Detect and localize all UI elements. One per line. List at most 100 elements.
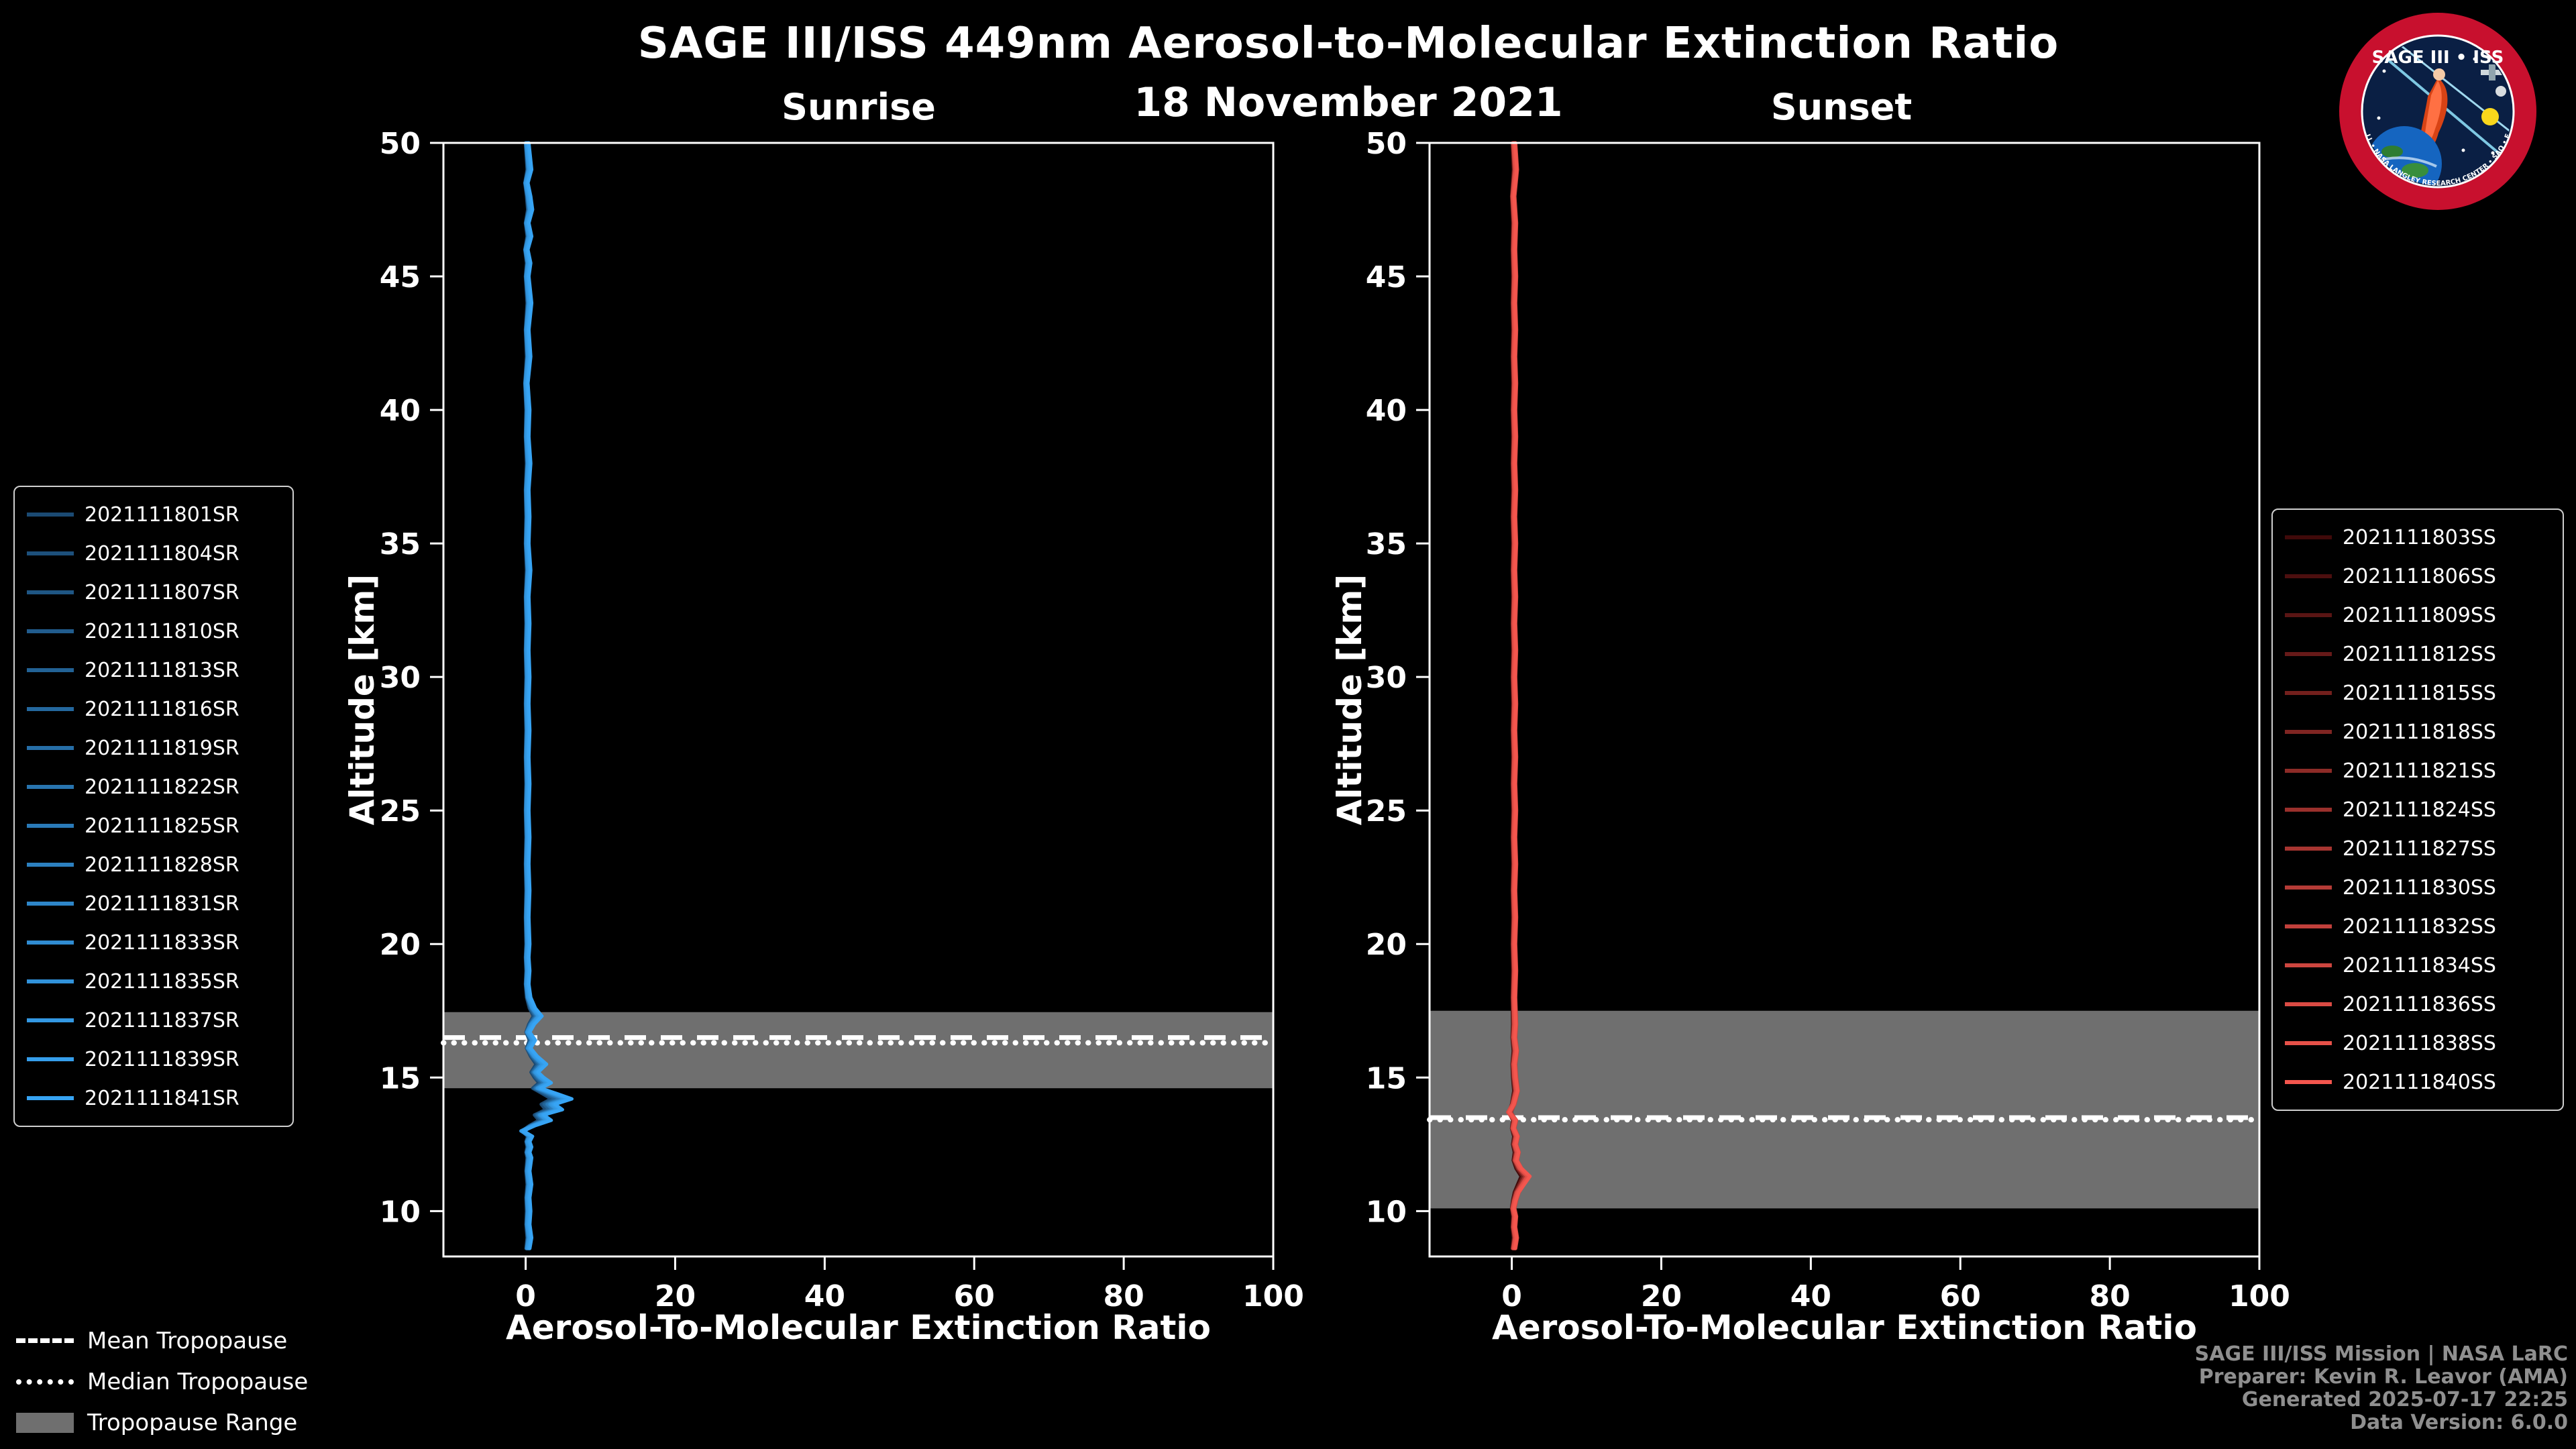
gray-band-icon	[16, 1412, 74, 1433]
series-label: 2021111807SR	[85, 580, 239, 604]
svg-text:50: 50	[1366, 127, 1407, 161]
tropopause-range-label: Tropopause Range	[87, 1409, 298, 1436]
svg-text:15: 15	[380, 1061, 421, 1095]
series-color-swatch	[2285, 847, 2332, 851]
subtitle-date: 18 November 2021	[1134, 79, 1563, 126]
legend-entry: 2021111801SR	[27, 495, 280, 534]
series-label: 2021111832SS	[2343, 914, 2496, 938]
series-color-swatch	[2285, 730, 2332, 734]
legend-entry: 2021111821SS	[2285, 751, 2551, 790]
series-label: 2021111825SR	[85, 814, 239, 838]
tropopause-legend: Mean Tropopause Median Tropopause Tropop…	[16, 1320, 308, 1443]
legend-entry: 2021111807SR	[27, 573, 280, 612]
legend-entry: 2021111836SS	[2285, 985, 2551, 1024]
credit-generated: Generated 2025-07-17 22:25	[2241, 1388, 2568, 1411]
svg-text:30: 30	[380, 661, 421, 695]
tropopause-range-legend-item: Tropopause Range	[16, 1402, 308, 1443]
svg-text:60: 60	[1940, 1279, 1981, 1313]
series-color-swatch	[27, 1096, 74, 1100]
sunset-panel-title: Sunset	[1770, 86, 1913, 128]
series-label: 2021111839SR	[85, 1047, 239, 1071]
iss-icon	[2481, 64, 2504, 80]
legend-entry: 2021111830SS	[2285, 868, 2551, 907]
svg-text:40: 40	[804, 1279, 845, 1313]
series-color-swatch	[27, 668, 74, 672]
series-color-swatch	[27, 746, 74, 750]
credit-mission: SAGE III/ISS Mission | NASA LaRC	[2194, 1342, 2568, 1366]
series-color-swatch	[2285, 613, 2332, 617]
svg-text:100: 100	[2229, 1279, 2290, 1313]
svg-text:25: 25	[1366, 794, 1407, 828]
legend-entry: 2021111831SR	[27, 884, 280, 923]
series-label: 2021111816SR	[85, 697, 239, 721]
svg-text:35: 35	[380, 527, 421, 561]
legend-entry: 2021111824SS	[2285, 790, 2551, 829]
series-label: 2021111827SS	[2343, 837, 2496, 861]
legend-entry: 2021111812SS	[2285, 635, 2551, 674]
svg-text:20: 20	[380, 928, 421, 962]
series-color-swatch	[27, 863, 74, 867]
legend-entry: 2021111827SS	[2285, 829, 2551, 868]
median-tropopause-label: Median Tropopause	[87, 1368, 309, 1395]
series-label: 2021111828SR	[85, 853, 239, 877]
svg-text:35: 35	[1366, 527, 1407, 561]
svg-text:40: 40	[1366, 394, 1407, 428]
legend-entry: 2021111838SS	[2285, 1024, 2551, 1063]
legend-entry: 2021111839SR	[27, 1040, 280, 1079]
sunrise-legend-box: 2021111801SR 2021111804SR 2021111807SR 2021…	[13, 486, 294, 1127]
series-label: 2021111818SS	[2343, 720, 2496, 744]
legend-entry: 2021111841SR	[27, 1079, 280, 1118]
series-color-swatch	[2285, 691, 2332, 695]
legend-entry: 2021111825SR	[27, 806, 280, 845]
svg-text:30: 30	[1366, 661, 1407, 695]
series-label: 2021111838SS	[2343, 1031, 2496, 1055]
svg-text:0: 0	[515, 1279, 536, 1313]
series-label: 2021111803SS	[2343, 525, 2496, 549]
series-label: 2021111810SR	[85, 619, 239, 643]
legend-entry: 2021111816SR	[27, 690, 280, 729]
legend-entry: 2021111803SS	[2285, 518, 2551, 557]
series-label: 2021111837SR	[85, 1008, 239, 1032]
legend-entry: 2021111806SS	[2285, 557, 2551, 596]
svg-text:20: 20	[655, 1279, 696, 1313]
series-label: 2021111801SR	[85, 502, 239, 527]
mission-logo: SAGE III • ISS BALL • NASA LANGLEY RESEA…	[2337, 11, 2536, 210]
series-label: 2021111840SS	[2343, 1070, 2496, 1094]
svg-text:10: 10	[380, 1195, 421, 1229]
series-color-swatch	[2285, 963, 2332, 967]
moon-icon	[2496, 86, 2506, 97]
series-color-swatch	[2285, 885, 2332, 890]
series-label: 2021111836SS	[2343, 992, 2496, 1016]
series-label: 2021111830SS	[2343, 875, 2496, 900]
series-color-swatch	[27, 513, 74, 517]
dashed-line-icon	[16, 1338, 74, 1343]
svg-text:20: 20	[1641, 1279, 1682, 1313]
logo-title: SAGE III • ISS	[2372, 48, 2504, 68]
legend-entry: 2021111813SR	[27, 651, 280, 690]
page-title: SAGE III/ISS 449nm Aerosol-to-Molecular …	[637, 19, 2059, 68]
sunrise-panel-title: Sunrise	[782, 86, 936, 128]
series-color-swatch	[27, 941, 74, 945]
series-color-swatch	[27, 902, 74, 906]
svg-text:45: 45	[1366, 260, 1407, 294]
legend-entry: 2021111837SR	[27, 1001, 280, 1040]
legend-entry: 2021111840SS	[2285, 1063, 2551, 1102]
series-label: 2021111824SS	[2343, 798, 2496, 822]
sunrise-x-axis-label: Aerosol-To-Molecular Extinction Ratio	[506, 1308, 1211, 1347]
svg-text:100: 100	[1242, 1279, 1304, 1313]
sun-icon	[2481, 108, 2499, 125]
svg-text:60: 60	[954, 1279, 995, 1313]
svg-text:80: 80	[1103, 1279, 1144, 1313]
series-color-swatch	[2285, 808, 2332, 812]
series-color-swatch	[27, 1018, 74, 1022]
series-color-swatch	[27, 590, 74, 594]
svg-text:25: 25	[380, 794, 421, 828]
series-label: 2021111831SR	[85, 892, 239, 916]
median-tropopause-legend-item: Median Tropopause	[16, 1361, 308, 1402]
series-color-swatch	[27, 707, 74, 711]
series-label: 2021111833SR	[85, 930, 239, 955]
series-label: 2021111835SR	[85, 969, 239, 994]
sunset-x-axis-label: Aerosol-To-Molecular Extinction Ratio	[1492, 1308, 2197, 1347]
legend-entry: 2021111833SR	[27, 923, 280, 962]
